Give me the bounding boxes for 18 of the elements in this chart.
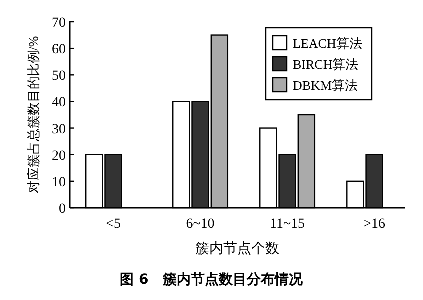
x-axis-title: 簇内节点个数 <box>196 241 280 257</box>
text: 图 6 簇内节点数目分布情况 <box>120 272 304 288</box>
y-tick-label: 30 <box>52 122 66 138</box>
y-axis-title: 对应簇占总簇数目的比例/% <box>26 36 41 194</box>
x-tick-label: 6~10 <box>186 217 215 232</box>
y-tick-label: 50 <box>52 69 66 84</box>
y-tick-label: 20 <box>52 148 66 164</box>
legend-label: BIRCH算法 <box>293 57 359 72</box>
legend-label: LEACH算法 <box>293 36 362 51</box>
y-tick-label: 10 <box>52 175 66 190</box>
y-tick-label: 70 <box>52 16 66 31</box>
x-tick-label: >16 <box>364 217 386 232</box>
y-tick-label: 40 <box>52 96 66 111</box>
x-tick-label: <5 <box>106 217 121 232</box>
x-tick-label: 11~15 <box>270 217 306 232</box>
y-tick-label: 0 <box>59 202 66 217</box>
y-tick-label: 60 <box>52 42 66 58</box>
legend-label: DBKM算法 <box>293 78 358 93</box>
